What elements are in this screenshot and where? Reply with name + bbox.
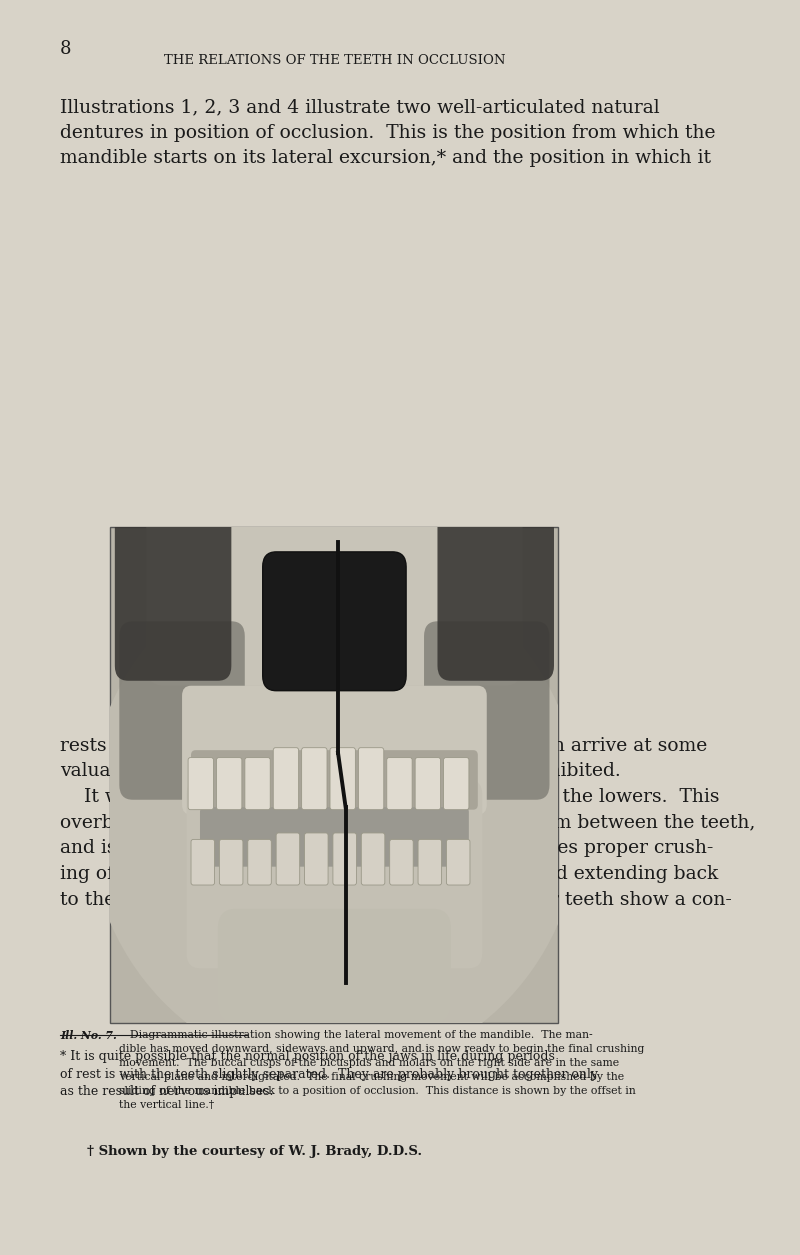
- Text: Illustrations 1, 2, 3 and 4 illustrate two well-articulated natural
dentures in : Illustrations 1, 2, 3 and 4 illustrate t…: [60, 98, 716, 167]
- Text: —Diagrammatic illustration showing the lateral movement of the mandible.  The ma: —Diagrammatic illustration showing the l…: [119, 1030, 645, 1111]
- Text: THE RELATIONS OF THE TEETH IN OCCLUSION: THE RELATIONS OF THE TEETH IN OCCLUSION: [164, 54, 505, 67]
- Text: 8: 8: [60, 40, 72, 58]
- Text: Ill. No. 7.: Ill. No. 7.: [60, 1030, 117, 1042]
- FancyBboxPatch shape: [110, 527, 558, 1023]
- Text: * It is quite possible that the normal position of the jaws in life during perio: * It is quite possible that the normal p…: [60, 1050, 598, 1098]
- Text: † Shown by the courtesy of W. J. Brady, D.D.S.: † Shown by the courtesy of W. J. Brady, …: [87, 1145, 422, 1157]
- Text: rests at the end of the triturating movement.  We can arrive at some
valuable da: rests at the end of the triturating move…: [60, 737, 755, 909]
